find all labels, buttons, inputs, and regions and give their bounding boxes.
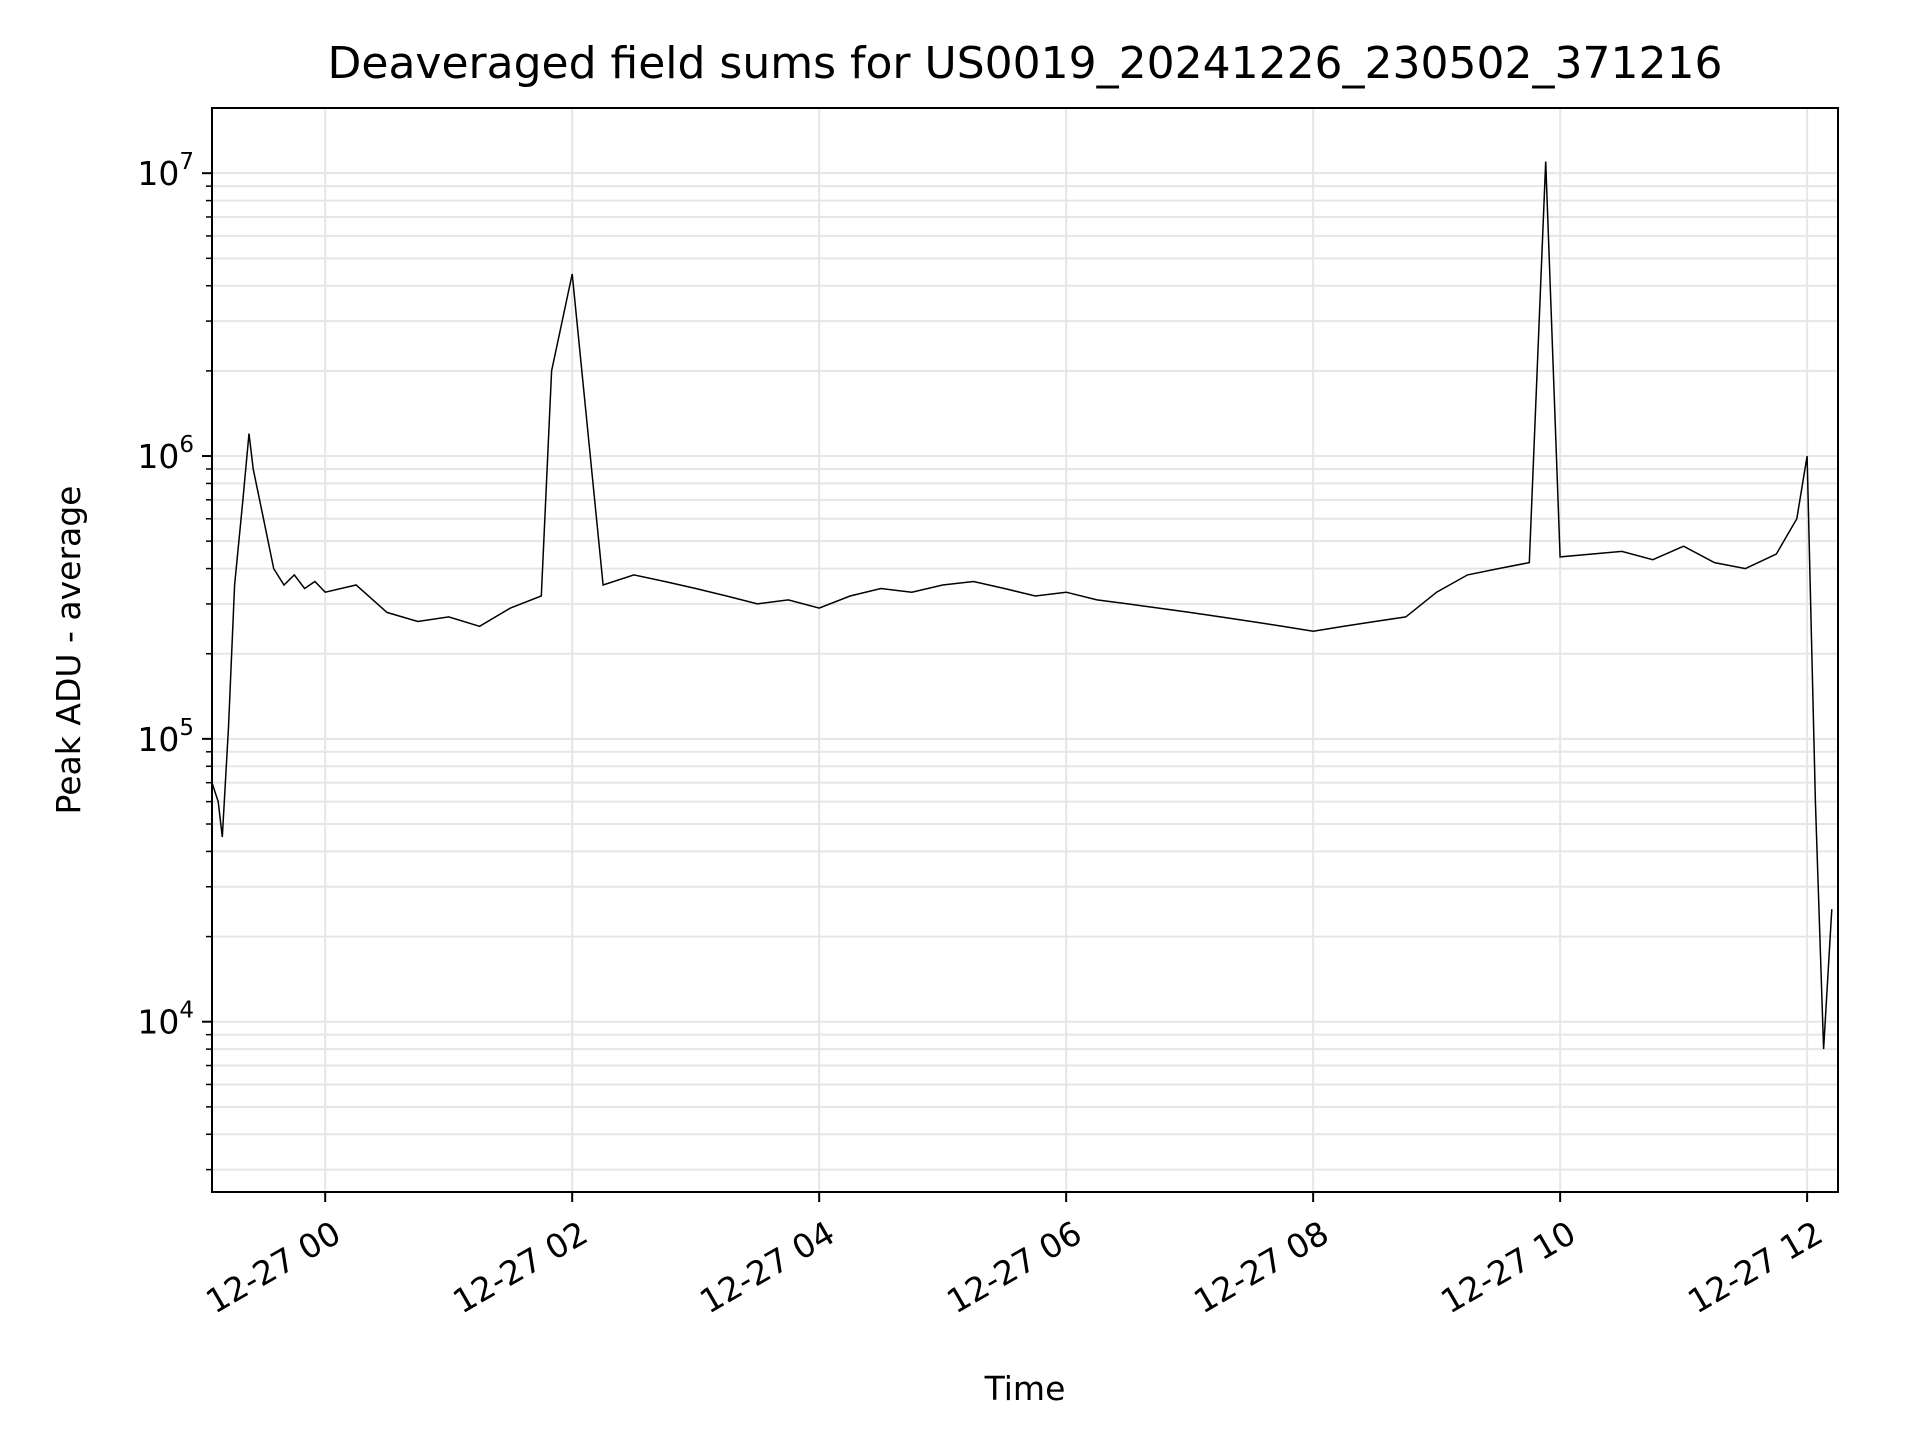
series-layer — [211, 161, 1833, 1050]
y-tick-label: 104 — [137, 998, 194, 1042]
axes-frame — [211, 107, 1839, 1193]
y-tick-label: 105 — [137, 715, 194, 759]
grid-lines — [212, 108, 1838, 1192]
chart-title: Deaveraged field sums for US0019_2024122… — [328, 38, 1723, 89]
y-tick-label: 106 — [137, 432, 194, 476]
series-line — [211, 161, 1833, 1050]
x-axis-label: Time — [984, 1369, 1066, 1408]
y-axis-ticks: 104 105 106 107 — [137, 149, 212, 1171]
y-axis-label: Peak ADU - average — [49, 486, 88, 815]
y-tick-label: 107 — [137, 149, 194, 193]
